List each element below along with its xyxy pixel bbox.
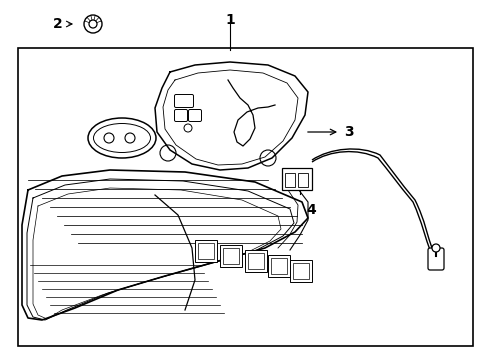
Polygon shape xyxy=(22,170,307,320)
Polygon shape xyxy=(155,62,307,170)
Text: 4: 4 xyxy=(305,203,315,217)
FancyBboxPatch shape xyxy=(174,95,193,108)
FancyBboxPatch shape xyxy=(427,248,443,270)
FancyBboxPatch shape xyxy=(174,109,187,122)
Bar xyxy=(289,260,311,282)
Circle shape xyxy=(84,15,102,33)
Bar xyxy=(18,48,472,346)
Circle shape xyxy=(431,244,439,252)
Bar xyxy=(220,245,242,267)
Bar xyxy=(223,248,239,264)
Bar xyxy=(267,255,289,277)
Bar xyxy=(244,250,266,272)
Ellipse shape xyxy=(88,118,156,158)
Bar xyxy=(247,253,264,269)
Bar xyxy=(297,173,307,187)
Bar xyxy=(270,258,286,274)
Bar xyxy=(285,173,294,187)
Bar xyxy=(198,243,214,259)
Text: 2: 2 xyxy=(53,17,63,31)
Bar xyxy=(195,240,217,262)
Text: 1: 1 xyxy=(224,13,234,27)
Bar xyxy=(292,263,308,279)
Text: 3: 3 xyxy=(343,125,353,139)
FancyBboxPatch shape xyxy=(188,109,201,122)
FancyBboxPatch shape xyxy=(282,168,311,190)
